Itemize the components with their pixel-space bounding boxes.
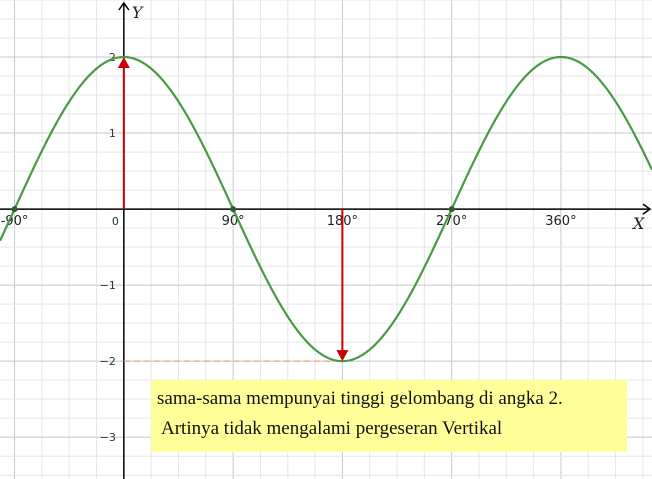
- point: [230, 206, 237, 213]
- y-tick-label: −3: [100, 431, 116, 444]
- point: [448, 206, 455, 213]
- x-tick-label: -90°: [1, 214, 29, 229]
- amplitude-arrows: [117, 57, 349, 362]
- annotation-line-1: sama-sama mempunyai tinggi gelombang di …: [157, 388, 563, 409]
- x-tick-label: 0: [112, 215, 119, 228]
- x-axis-arrowhead: [642, 203, 652, 215]
- y-tick-label: 1: [109, 127, 116, 140]
- point: [11, 206, 18, 213]
- x-axis-label: X: [631, 214, 645, 233]
- x-tick-label: 270°: [436, 214, 467, 229]
- amplitude-down-head: [336, 350, 349, 362]
- y-axis-arrowhead: [118, 1, 130, 11]
- annotation-line-2: Artinya tidak mengalami pergeseran Verti…: [161, 418, 503, 439]
- x-tick-label: 360°: [545, 214, 576, 229]
- annotation-box: sama-sama mempunyai tinggi gelombang di …: [151, 380, 627, 452]
- x-tick-label: 90°: [222, 214, 245, 229]
- y-axis-label: Y: [132, 3, 144, 22]
- zero-crossing-points: [11, 206, 455, 213]
- y-tick-label: −2: [100, 355, 116, 368]
- amplitude-up-head: [117, 57, 130, 69]
- y-tick-label: −1: [100, 279, 116, 292]
- cosine-curve: [0, 55, 652, 363]
- y-tick-label: 2: [109, 51, 116, 64]
